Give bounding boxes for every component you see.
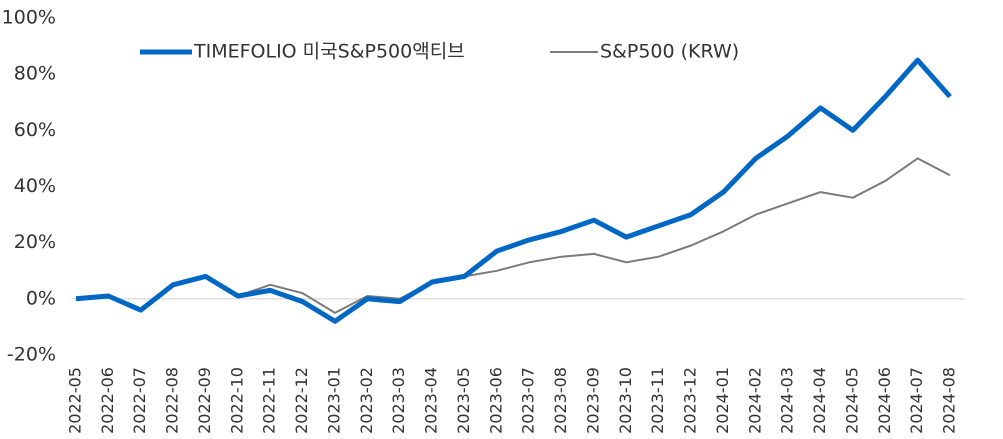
y-tick-label: 80% [14, 63, 56, 85]
x-tick-label: 2022-06 [98, 367, 117, 434]
y-tick-label: -20% [7, 344, 56, 366]
x-tick-label: 2023-03 [389, 367, 408, 434]
x-tick-label: 2023-07 [519, 367, 538, 434]
x-tick-label: 2024-02 [745, 367, 764, 434]
x-tick-label: 2023-02 [357, 367, 376, 434]
y-tick-label: 100% [2, 7, 56, 29]
x-tick-label: 2022-05 [66, 367, 85, 434]
x-tick-label: 2023-09 [583, 367, 602, 434]
line-series [75, 157, 951, 314]
x-tick-label: 2024-03 [778, 367, 797, 434]
x-tick-label: 2022-09 [195, 367, 214, 434]
x-tick-label: 2024-01 [713, 367, 732, 434]
x-tick-label: 2023-08 [551, 367, 570, 434]
y-tick-label: 0% [26, 287, 56, 309]
x-tick-label: 2022-10 [227, 367, 246, 434]
x-tick-label: 2024-04 [810, 367, 829, 434]
x-tick-label: 2023-04 [422, 367, 441, 434]
legend-label: S&P500 (KRW) [600, 41, 739, 63]
x-tick-label: 2023-10 [616, 367, 635, 434]
x-tick-label: 2023-05 [454, 367, 473, 434]
y-tick-label: 60% [14, 119, 56, 141]
x-tick-label: 2023-12 [681, 367, 700, 434]
x-tick-label: 2023-01 [324, 367, 343, 434]
legend-label: TIMEFOLIO 미국S&P500액티브 [193, 41, 465, 63]
x-tick-label: 2022-08 [163, 367, 182, 434]
x-tick-label: 2024-06 [875, 367, 894, 434]
x-tick-label: 2023-06 [486, 367, 505, 434]
x-tick-label: 2024-07 [907, 367, 926, 434]
x-tick-label: 2022-07 [130, 367, 149, 434]
y-tick-label: 40% [14, 175, 56, 197]
x-tick-label: 2023-11 [648, 367, 667, 434]
x-tick-label: 2022-12 [292, 367, 311, 434]
line-series [75, 57, 952, 324]
x-tick-label: 2022-11 [260, 367, 279, 434]
x-tick-label: 2024-08 [940, 367, 959, 434]
y-tick-label: 20% [14, 231, 56, 253]
x-tick-label: 2024-05 [842, 367, 861, 434]
